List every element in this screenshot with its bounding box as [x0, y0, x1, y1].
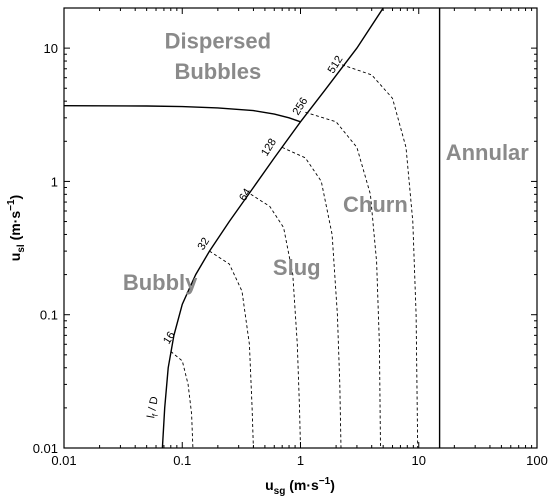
x-tick-label: 10 [412, 453, 426, 468]
contour-line-32 [209, 250, 254, 448]
x-axis-label: usg (m·s−1) [265, 476, 335, 497]
y-tick-label: 0.1 [40, 308, 58, 323]
y-axis-label: usl (m·s−1) [6, 195, 27, 261]
contour-label-64: 64 [237, 187, 254, 204]
region-label-bubbles: Bubbles [174, 59, 261, 84]
contour-line-64 [250, 193, 301, 448]
region-label-bubbly: Bubbly [123, 270, 198, 295]
y-tick-label: 10 [44, 41, 58, 56]
x-tick-label: 0.1 [173, 453, 191, 468]
x-tick-label: 1 [297, 453, 304, 468]
contour-label-16: 16 [161, 330, 178, 347]
region-label-slug: Slug [273, 255, 321, 280]
contour-line-512 [341, 64, 419, 448]
contour-line-256 [305, 111, 381, 448]
contour-label-32: 32 [196, 236, 213, 253]
contour-label-512: 512 [326, 54, 346, 76]
axis-ticks [63, 7, 538, 449]
contour-line-128 [282, 146, 342, 448]
x-tick-label: 0.01 [51, 453, 76, 468]
annotation-lf-over-d: lf / D [145, 396, 163, 420]
plot-frame [63, 7, 538, 449]
plot-content [64, 8, 441, 448]
boundary-bubbly-slug [161, 8, 384, 448]
region-label-churn: Churn [343, 192, 408, 217]
y-tick-label: 1 [51, 174, 58, 189]
y-tick-label: 0.01 [33, 441, 58, 456]
contour-line-16 [170, 351, 194, 448]
region-label-dispersed: Dispersed [165, 28, 271, 53]
contour-label-256: 256 [291, 96, 311, 118]
boundary-dispersed-bubbles [64, 105, 301, 123]
region-label-annular: Annular [446, 140, 530, 165]
x-tick-label: 100 [526, 453, 548, 468]
